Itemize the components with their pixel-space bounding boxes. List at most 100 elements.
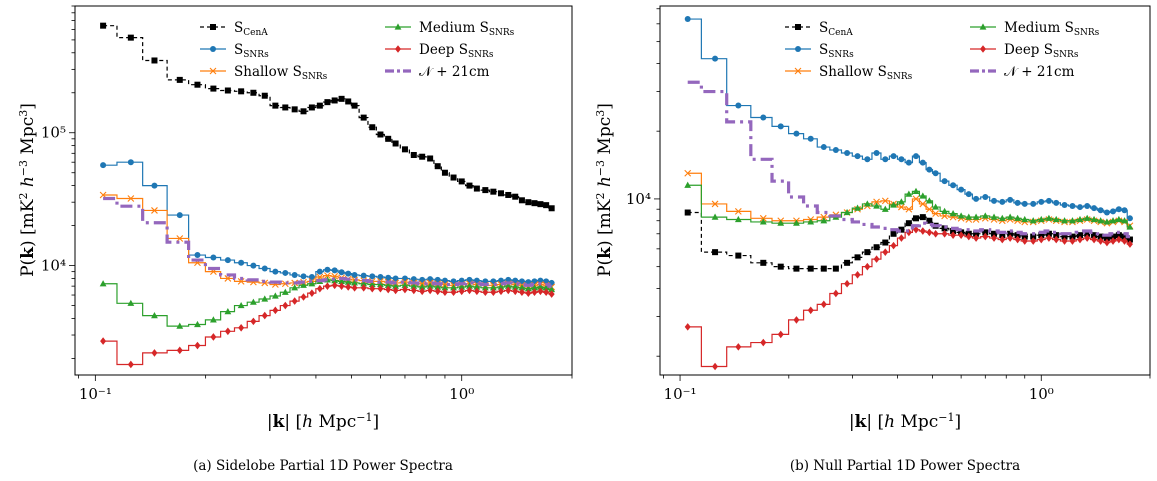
data-point <box>1030 200 1037 207</box>
data-point <box>345 98 352 105</box>
legend-item: 𝒩 + 21cm <box>970 64 1075 80</box>
data-point <box>832 146 839 153</box>
data-point <box>793 316 800 324</box>
legend-main: S <box>1065 20 1074 36</box>
data-point <box>991 197 998 204</box>
legend-subscript: SNRs <box>468 50 494 60</box>
data-point <box>537 201 544 208</box>
legend-marker <box>394 23 402 30</box>
legend-item: SSNRs <box>200 42 269 60</box>
data-point <box>1121 237 1128 245</box>
data-point <box>1103 235 1110 242</box>
data-point <box>127 159 134 166</box>
data-point <box>1038 198 1045 205</box>
data-point <box>392 275 399 282</box>
data-point <box>965 213 973 220</box>
legend-main: S <box>234 42 243 58</box>
data-point <box>950 228 957 235</box>
data-point <box>898 234 905 242</box>
data-point <box>873 255 880 263</box>
data-point <box>760 114 767 121</box>
data-point <box>360 114 367 121</box>
legend-marker <box>979 23 987 30</box>
data-point <box>543 288 550 297</box>
data-point <box>458 178 465 185</box>
data-point <box>238 323 245 332</box>
data-point <box>473 185 480 192</box>
data-point <box>377 131 384 138</box>
data-point <box>1053 232 1060 239</box>
legend-label: Shallow SSNRs <box>819 64 913 82</box>
data-point <box>426 282 434 289</box>
data-point <box>981 212 989 219</box>
data-point <box>537 287 544 296</box>
data-point <box>990 213 998 220</box>
data-point <box>973 230 980 237</box>
data-point <box>1045 234 1052 242</box>
data-point <box>1061 233 1068 240</box>
data-point <box>1014 214 1022 221</box>
series-0 <box>100 22 555 212</box>
data-point <box>957 212 965 219</box>
data-point <box>419 153 426 160</box>
data-point <box>271 292 279 299</box>
data-point <box>1021 215 1029 223</box>
data-point <box>777 330 784 339</box>
plot-frame <box>74 5 573 376</box>
data-point <box>932 210 940 218</box>
data-point <box>531 288 538 297</box>
data-point <box>844 149 851 156</box>
data-point <box>525 289 532 297</box>
data-point <box>793 265 800 272</box>
data-point <box>1115 235 1122 244</box>
data-point <box>385 285 392 294</box>
x-tick-label: 10⁻¹ <box>79 385 112 403</box>
data-point <box>925 205 933 213</box>
data-point <box>982 229 989 236</box>
data-point <box>854 254 861 261</box>
data-point <box>1126 215 1133 222</box>
data-point <box>1097 217 1105 224</box>
data-point <box>973 234 980 242</box>
data-point <box>898 203 905 211</box>
data-point <box>518 278 525 285</box>
series-layer <box>99 22 556 369</box>
data-point <box>518 197 525 204</box>
data-point <box>401 281 409 288</box>
data-point <box>450 174 457 181</box>
data-point <box>1030 233 1037 240</box>
data-point <box>210 333 217 341</box>
data-point <box>1053 199 1060 206</box>
data-point <box>913 225 920 234</box>
data-point <box>999 198 1006 205</box>
legend-label: 𝒩 + 21cm <box>1004 64 1075 80</box>
legend-label: SSNRs <box>819 42 854 60</box>
data-point <box>331 267 338 274</box>
data-point <box>224 308 232 315</box>
data-point <box>441 277 448 284</box>
data-point <box>1091 232 1098 239</box>
data-point <box>760 338 767 347</box>
data-point <box>949 210 957 217</box>
data-point <box>308 289 315 297</box>
data-point <box>890 153 897 160</box>
data-point <box>151 207 158 214</box>
data-point <box>1097 233 1104 240</box>
data-point <box>1007 234 1014 242</box>
data-point <box>873 202 880 209</box>
data-point <box>864 249 871 256</box>
legend-main: S <box>878 64 887 80</box>
data-point <box>1126 236 1133 243</box>
legend-marker <box>210 46 216 52</box>
legend-main: S <box>819 20 828 36</box>
data-point <box>194 320 201 328</box>
data-point <box>281 288 289 295</box>
data-point <box>338 282 345 290</box>
data-point <box>684 209 691 216</box>
data-point <box>261 265 268 272</box>
data-point <box>250 89 257 96</box>
data-point <box>844 259 851 266</box>
legend-item: Medium SSNRs <box>970 20 1100 38</box>
legend-subscript: SNRs <box>887 72 913 82</box>
data-point <box>338 95 345 102</box>
